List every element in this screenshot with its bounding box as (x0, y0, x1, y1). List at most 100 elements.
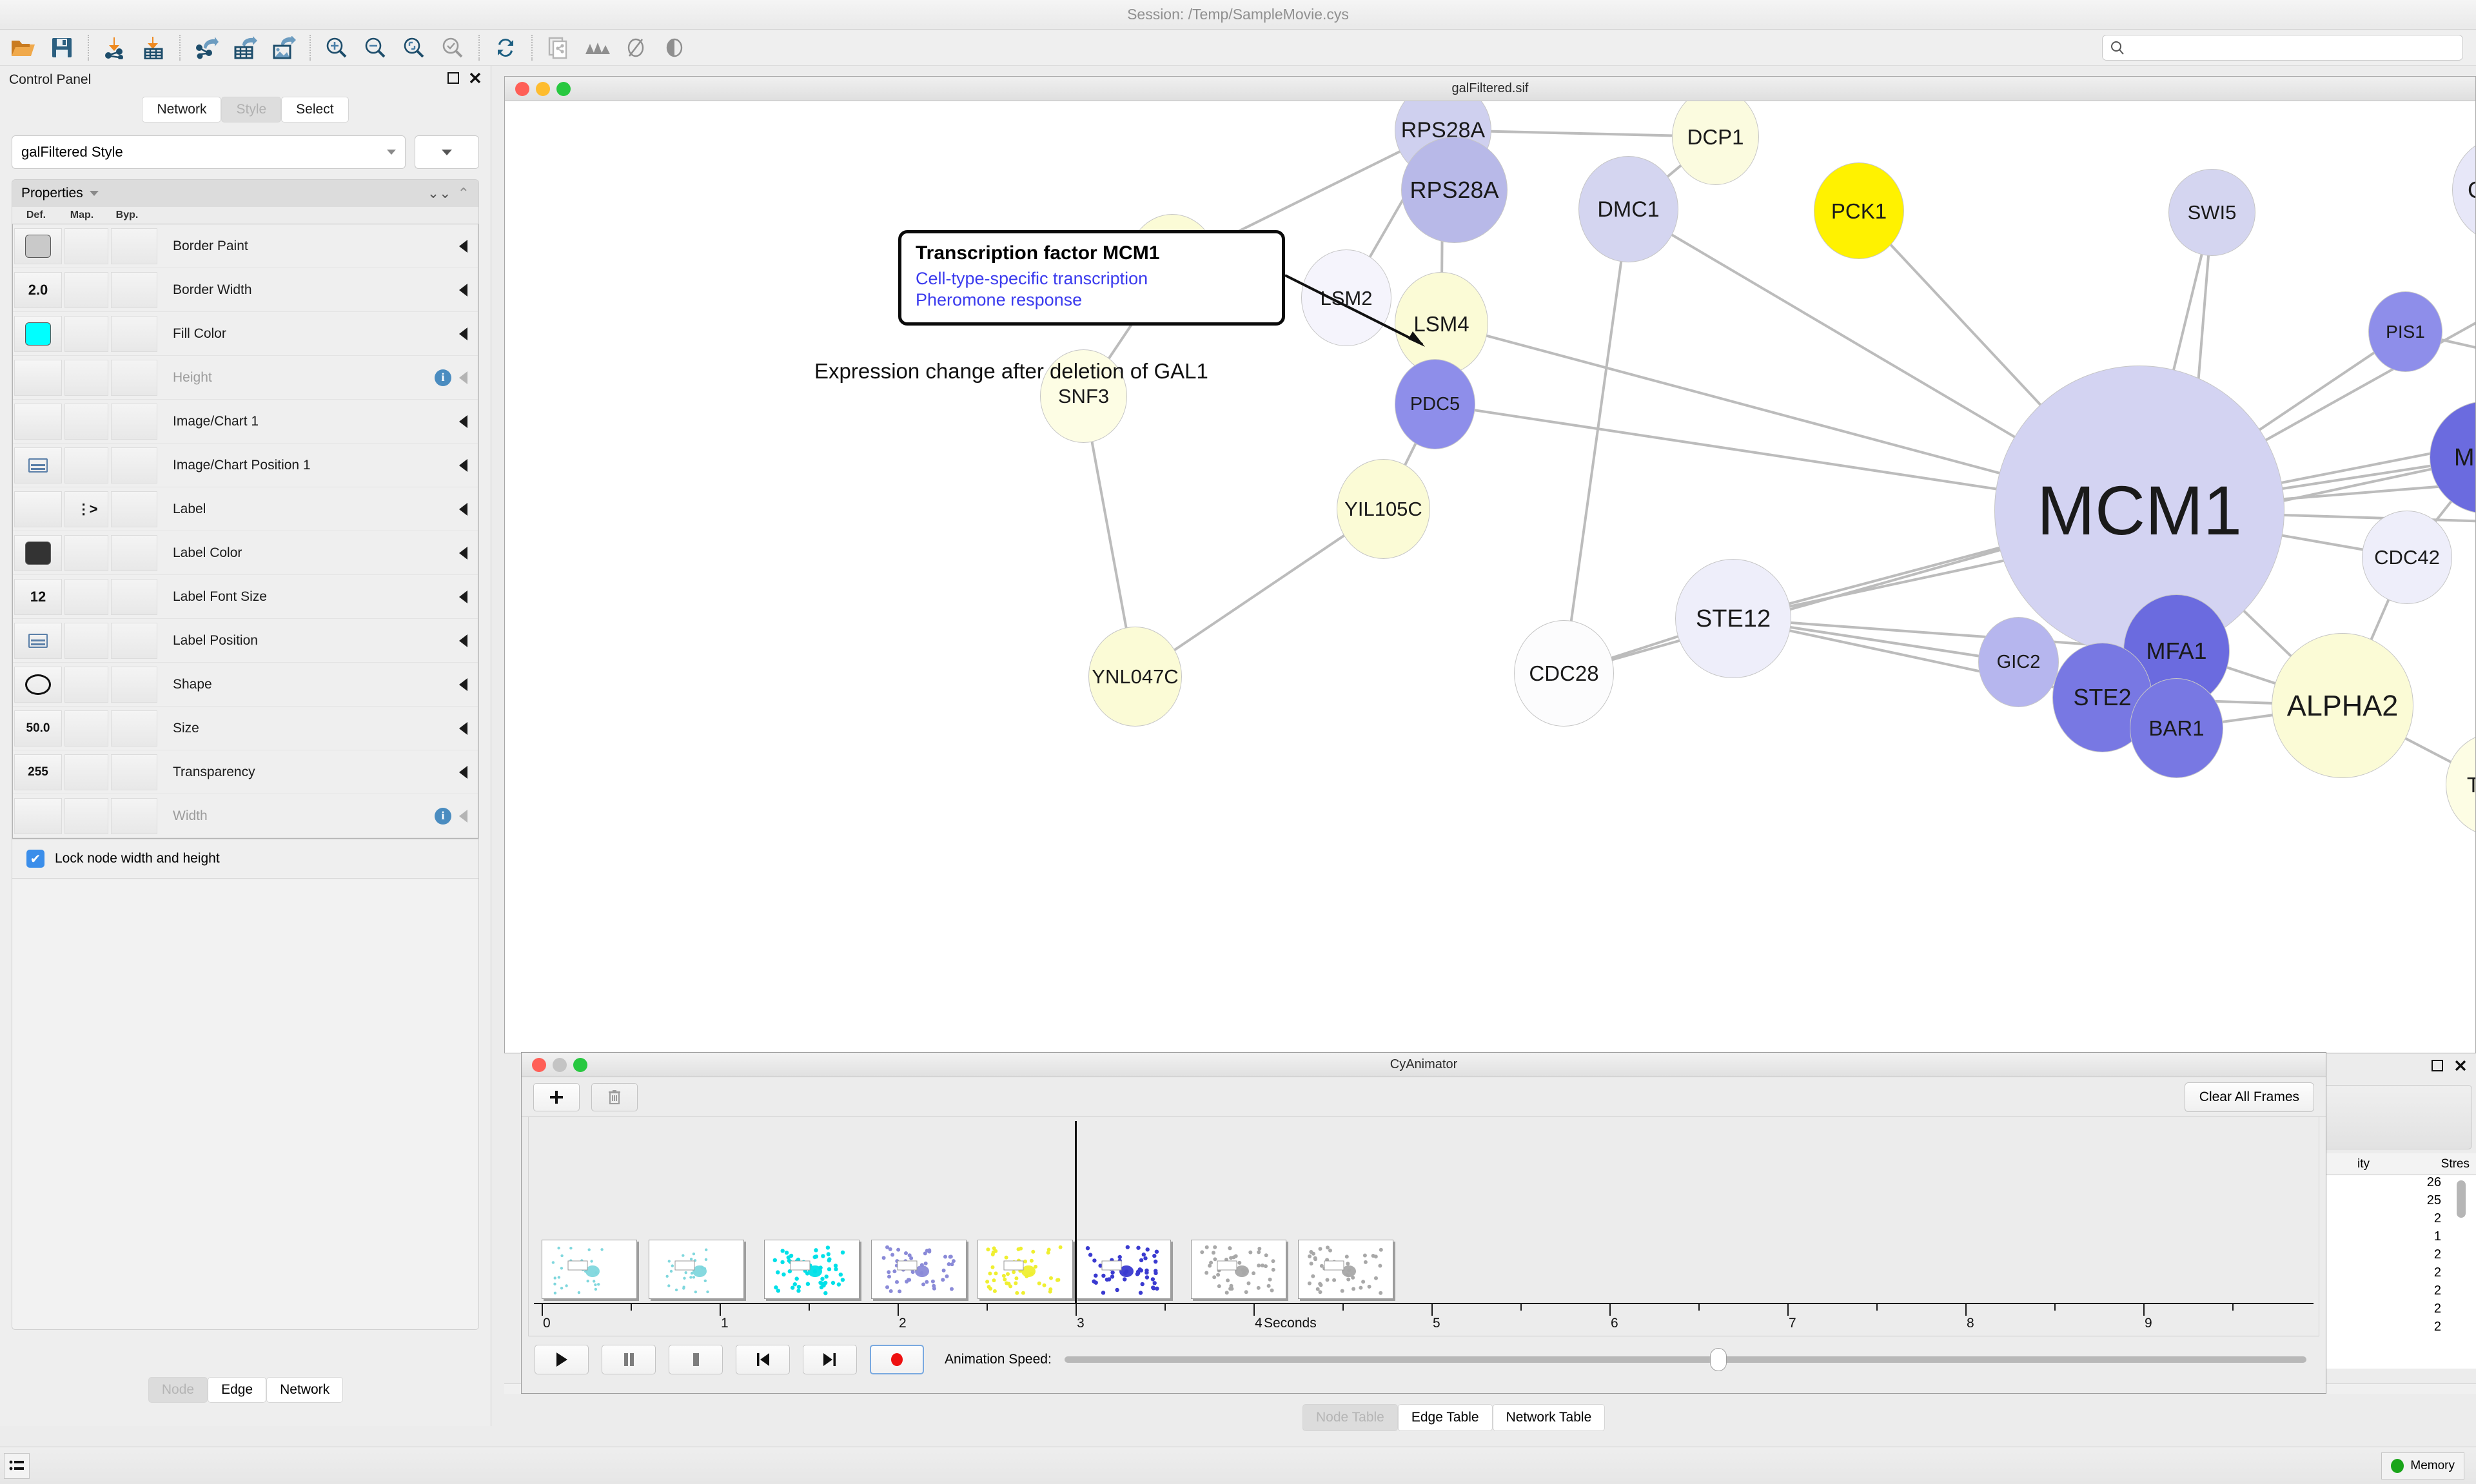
refresh-layout-icon[interactable] (486, 32, 525, 64)
property-mapping-cell[interactable] (64, 578, 108, 615)
memory-status-button[interactable]: Memory (2381, 1452, 2464, 1479)
expand-property-icon[interactable] (459, 590, 467, 603)
show-all-icon[interactable] (655, 32, 694, 64)
tab-network-bottom[interactable]: Network (266, 1377, 344, 1403)
expand-property-icon[interactable] (459, 502, 467, 516)
animation-frame[interactable] (1298, 1240, 1393, 1299)
hide-selected-icon[interactable] (616, 32, 655, 64)
import-table-icon[interactable] (134, 32, 173, 64)
table-row[interactable]: 2 (2433, 1211, 2441, 1225)
network-node[interactable]: DCP1 (1672, 101, 1759, 185)
property-bypass-cell[interactable] (111, 534, 157, 571)
close-window-button[interactable] (532, 1057, 546, 1072)
property-mapping-cell[interactable] (64, 534, 108, 571)
network-node[interactable]: SNF3 (1040, 349, 1127, 443)
property-bypass-cell[interactable] (111, 622, 157, 659)
network-node[interactable]: GIC2 (1978, 617, 2059, 707)
float-panel-icon[interactable] (2431, 1059, 2444, 1075)
network-canvas[interactable]: RPS28ARPS28ADCP1DMC1PCK1SWI5GAL80GAL11GA… (505, 101, 2475, 1053)
minimize-window-button[interactable] (553, 1057, 567, 1072)
property-mapping-cell[interactable] (64, 447, 108, 483)
expand-property-icon[interactable] (459, 634, 467, 647)
table-row[interactable]: 2 (2433, 1302, 2441, 1316)
color-swatch[interactable] (25, 234, 51, 258)
property-row[interactable]: Image/Chart 1 (13, 400, 478, 444)
open-folder-icon[interactable] (4, 32, 43, 64)
save-icon[interactable] (43, 32, 81, 64)
property-mapping-cell[interactable] (64, 228, 108, 264)
property-mapping-cell[interactable] (64, 359, 108, 396)
info-icon[interactable]: i (435, 807, 451, 825)
new-network-icon[interactable] (539, 32, 578, 64)
delete-frame-button[interactable] (591, 1082, 638, 1111)
table-row[interactable]: 26 (2426, 1175, 2441, 1189)
property-bypass-cell[interactable] (111, 403, 157, 440)
animation-timeline[interactable]: 0 1 2 3 4 5 6 7 8 9 Seconds (528, 1117, 2319, 1336)
expand-all-icon[interactable]: ⌄⌄ (427, 185, 451, 201)
property-row[interactable]: 2.0 Border Width (13, 268, 478, 312)
pause-button[interactable] (602, 1345, 656, 1374)
network-node[interactable]: STE12 (1675, 559, 1791, 678)
property-bypass-cell[interactable] (111, 271, 157, 308)
collapse-all-icon[interactable]: ⌃ (457, 185, 469, 201)
network-node[interactable]: BAR1 (2130, 678, 2223, 778)
tab-select[interactable]: Select (281, 97, 349, 122)
expand-property-icon[interactable] (459, 415, 467, 428)
network-node[interactable]: PCK1 (1814, 162, 1904, 259)
lock-checkbox[interactable]: ✔ (26, 850, 44, 868)
property-default-cell[interactable]: 255 (14, 754, 62, 790)
network-node[interactable]: SWI5 (2168, 169, 2255, 256)
slider-thumb[interactable] (1710, 1348, 1727, 1371)
float-panel-icon[interactable] (447, 72, 460, 88)
property-bypass-cell[interactable] (111, 666, 157, 703)
network-node[interactable]: RPS28A (1401, 137, 1508, 243)
close-icon[interactable] (2454, 1059, 2467, 1075)
animation-frame[interactable] (870, 1240, 967, 1299)
property-default-cell[interactable] (14, 447, 62, 483)
property-mapping-cell[interactable] (64, 754, 108, 790)
property-mapping-cell[interactable] (64, 403, 108, 440)
show-log-icon[interactable] (4, 1452, 30, 1479)
network-edge[interactable] (1134, 507, 1384, 678)
table-row[interactable]: 25 (2426, 1193, 2441, 1207)
property-default-cell[interactable] (14, 622, 62, 659)
zoom-out-icon[interactable] (356, 32, 395, 64)
animation-frame[interactable] (978, 1240, 1074, 1299)
tab-network[interactable]: Network (142, 97, 222, 122)
network-edge[interactable] (2405, 330, 2476, 400)
property-row[interactable]: Height i (13, 356, 478, 400)
property-bypass-cell[interactable] (111, 754, 157, 790)
property-bypass-cell[interactable] (111, 797, 157, 834)
zoom-selected-icon[interactable] (433, 32, 472, 64)
zoom-fit-icon[interactable] (395, 32, 433, 64)
property-bypass-cell[interactable] (111, 228, 157, 264)
property-bypass-cell[interactable] (111, 447, 157, 483)
zoom-in-icon[interactable] (317, 32, 356, 64)
skip-start-button[interactable] (736, 1345, 790, 1374)
tab-style[interactable]: Style (221, 97, 282, 122)
property-default-cell[interactable]: 2.0 (14, 271, 62, 308)
expand-property-icon[interactable] (459, 765, 467, 779)
property-row[interactable]: 12 Label Font Size (13, 575, 478, 619)
search-box[interactable] (2102, 34, 2463, 61)
export-table-icon[interactable] (226, 32, 264, 64)
color-swatch[interactable] (25, 322, 51, 346)
minimize-window-button[interactable] (536, 81, 550, 96)
property-row[interactable]: Shape (13, 663, 478, 707)
color-swatch[interactable] (25, 541, 51, 565)
property-mapping-cell[interactable] (64, 710, 108, 747)
property-row[interactable]: Width i (13, 794, 478, 838)
skip-end-button[interactable] (803, 1345, 857, 1374)
property-default-cell[interactable]: 12 (14, 578, 62, 615)
tab-network-table[interactable]: Network Table (1492, 1404, 1606, 1431)
property-default-cell[interactable] (14, 403, 62, 440)
network-node[interactable]: MCM1 (1994, 366, 2284, 656)
tab-edge-table[interactable]: Edge Table (1397, 1404, 1493, 1431)
property-mapping-cell[interactable] (64, 622, 108, 659)
search-input[interactable] (2130, 41, 2455, 54)
expand-property-icon[interactable] (459, 239, 467, 253)
property-mapping-cell[interactable] (64, 315, 108, 352)
network-node[interactable]: YNL047C (1088, 627, 1182, 727)
style-options-button[interactable] (415, 135, 479, 169)
expand-property-icon[interactable] (459, 458, 467, 472)
